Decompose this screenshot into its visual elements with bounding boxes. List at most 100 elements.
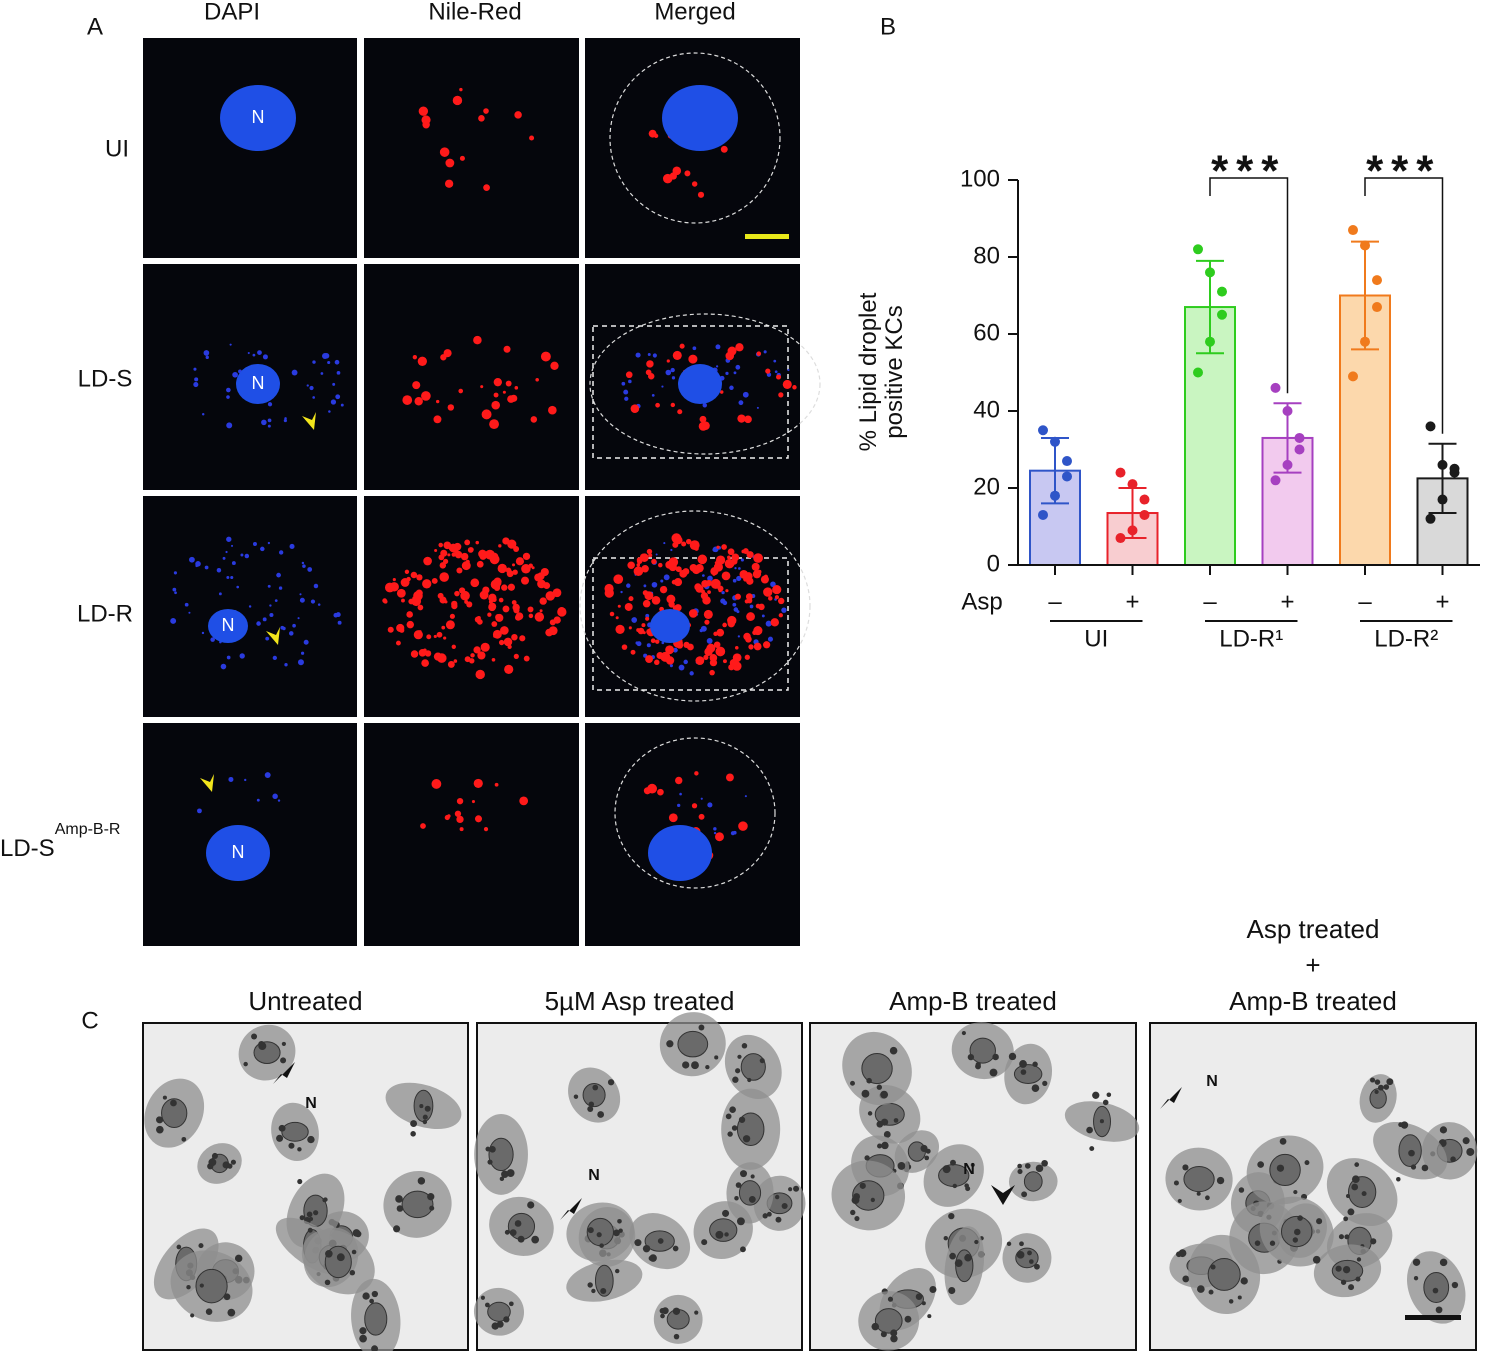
dapi-spot — [201, 413, 205, 416]
lipid-droplet — [646, 360, 654, 368]
lipid-droplet — [665, 560, 674, 569]
dapi-spot — [274, 599, 278, 602]
lipid-droplet — [406, 620, 415, 629]
vacuole — [313, 1210, 319, 1216]
vacuole — [1086, 1126, 1093, 1134]
lipid-droplet — [401, 598, 405, 603]
vacuole — [156, 1125, 164, 1134]
lipid-droplet — [510, 394, 518, 402]
cell-nucleus — [195, 1268, 228, 1304]
dapi-spot — [307, 567, 313, 572]
lipid-droplet — [502, 605, 510, 613]
vacuole — [1293, 1189, 1298, 1195]
vacuole — [774, 1194, 780, 1200]
lipid-droplet — [417, 356, 427, 366]
vacuole — [714, 1055, 719, 1060]
dapi-spot — [651, 394, 655, 397]
vacuole — [491, 1322, 499, 1330]
significance-label: *** — [1211, 147, 1286, 196]
lipid-droplet — [512, 563, 516, 567]
lipid-droplet — [502, 390, 506, 394]
lipid-droplet — [675, 566, 682, 573]
vacuole — [887, 1296, 894, 1302]
lipid-droplet — [722, 659, 727, 664]
lipid-droplet — [444, 179, 454, 188]
lipid-droplet — [433, 634, 437, 639]
lipid-droplet — [534, 612, 545, 622]
vacuole — [942, 1165, 951, 1174]
lipid-droplet — [454, 590, 460, 597]
lipid-droplet — [483, 108, 489, 114]
dapi-spot — [173, 571, 177, 575]
vacuole — [904, 1315, 912, 1323]
vacuole — [691, 1061, 699, 1070]
vacuole — [1338, 1234, 1344, 1240]
lipid-droplet — [488, 603, 496, 612]
dapi-spot — [647, 353, 651, 356]
vacuole — [1019, 1241, 1024, 1247]
dapi-spot — [643, 584, 647, 588]
dapi-spot — [225, 550, 228, 554]
dapi-spot — [328, 410, 331, 413]
lipid-droplet — [507, 644, 512, 650]
dapi-spot — [340, 403, 344, 407]
vacuole — [227, 1308, 236, 1317]
lipid-droplet — [476, 560, 484, 568]
vacuole — [1257, 1161, 1264, 1168]
lipid-droplet — [412, 596, 416, 600]
dapi-spot — [722, 600, 728, 606]
factor-level: – — [1203, 588, 1217, 615]
lipid-droplet — [634, 570, 638, 575]
data-point — [1217, 309, 1227, 320]
vacuole — [288, 1142, 295, 1149]
dapi-spot — [689, 671, 694, 676]
condition-title: + — [1305, 950, 1320, 980]
zoom-box — [592, 325, 789, 459]
vacuole — [1462, 1137, 1470, 1145]
lipid-droplet — [473, 646, 481, 654]
nucleus — [236, 364, 280, 404]
vacuole — [975, 1061, 981, 1068]
vacuole — [881, 1141, 889, 1150]
data-point — [1139, 494, 1150, 505]
lipid-droplet — [778, 597, 785, 605]
vacuole — [1439, 1258, 1448, 1267]
vacuole — [715, 1230, 724, 1239]
data-point — [1139, 509, 1150, 520]
cell-nucleus — [161, 1098, 188, 1129]
lipid-droplet — [651, 558, 657, 565]
vacuole — [890, 1335, 898, 1343]
vacuole — [1386, 1078, 1394, 1086]
panel-label: B — [880, 13, 896, 40]
dapi-spot — [220, 663, 227, 670]
lipid-droplet — [613, 574, 624, 585]
dapi-spot — [628, 379, 632, 384]
dapi-spot — [774, 370, 778, 374]
vacuole — [307, 1135, 315, 1144]
vacuole — [351, 1249, 357, 1255]
dapi-spot — [655, 553, 658, 556]
y-tick-label: 0 — [987, 550, 1000, 577]
vacuole — [587, 1282, 593, 1288]
scale-bar — [745, 234, 789, 239]
dapi-spot — [284, 663, 288, 667]
vacuole — [1297, 1215, 1303, 1221]
lipid-droplet — [444, 815, 450, 821]
vacuole — [1304, 1160, 1310, 1166]
lipid-droplet — [449, 613, 455, 619]
lipid-droplet — [519, 796, 529, 806]
vacuole — [588, 1101, 595, 1107]
lipid-droplet — [475, 669, 485, 680]
vacuole — [1340, 1279, 1347, 1285]
vacuole — [617, 1218, 622, 1224]
vacuole — [615, 1268, 620, 1274]
dapi-spot — [193, 381, 199, 388]
cell-nucleus — [1269, 1153, 1301, 1187]
vacuole — [943, 1235, 949, 1241]
lipid-droplet — [438, 554, 445, 561]
cell-nucleus — [253, 1041, 281, 1065]
cell-nucleus — [861, 1052, 893, 1085]
dapi-spot — [623, 389, 629, 395]
vacuole — [1342, 1265, 1351, 1274]
lipid-droplet — [737, 414, 746, 423]
